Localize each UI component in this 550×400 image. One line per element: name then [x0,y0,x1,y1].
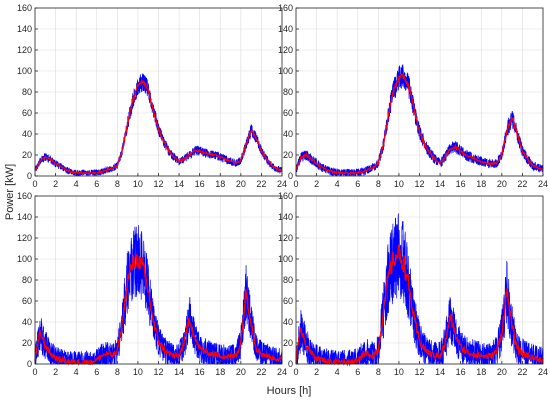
x-tick-label: 0 [32,367,37,377]
panel-top-left: 0 2 4 6 8 10 12 14 16 18 20 22 240204060801001201401… [17,3,287,189]
y-tick-label: 120 [17,233,32,243]
y-tick-label: 60 [283,108,293,118]
x-tick-label: 18 [476,179,486,189]
x-tick-label: 16 [456,367,466,377]
x-tick-label: 14 [174,179,184,189]
y-axis-label: Power [kW] [4,164,16,220]
y-tick-label: 80 [22,275,32,285]
series-mean [34,79,283,175]
x-tick-label: 24 [277,179,287,189]
x-tick-label: 0 [293,367,298,377]
series-envelope-2 [34,233,283,366]
y-tick-label: 20 [283,338,293,348]
x-tick-label: 0 [32,179,37,189]
x-tick-label: 20 [497,179,507,189]
panel-top-right: 0 2 4 6 8 10 12 14 16 18 20 22 240204060801001201401… [278,3,548,189]
y-tick-label: 0 [27,171,32,181]
y-tick-label: 80 [22,87,32,97]
x-tick-label: 24 [538,367,548,377]
x-tick-label: 6 [355,179,360,189]
x-tick-label: 18 [215,367,225,377]
y-tick-label: 0 [288,171,293,181]
y-tick-label: 160 [278,3,293,13]
x-tick-label: 14 [435,367,445,377]
x-tick-label: 16 [195,367,205,377]
x-tick-label: 0 [293,179,298,189]
y-tick-label: 80 [283,87,293,97]
y-tick-label: 20 [22,338,32,348]
y-tick-label: 160 [278,191,293,201]
x-tick-label: 6 [355,367,360,377]
x-tick-label: 6 [94,179,99,189]
x-tick-label: 8 [376,179,381,189]
y-tick-label: 140 [278,24,293,34]
x-tick-label: 14 [435,179,445,189]
y-tick-label: 140 [17,24,32,34]
x-tick-label: 12 [153,367,163,377]
panels: 0 2 4 6 8 10 12 14 16 18 20 22 240204060801001201401… [17,3,548,377]
y-tick-label: 100 [17,66,32,76]
x-tick-label: 20 [497,367,507,377]
y-tick-label: 60 [22,108,32,118]
x-tick-label: 6 [94,367,99,377]
x-tick-label: 10 [394,179,404,189]
x-tick-label: 12 [414,367,424,377]
y-tick-label: 20 [22,150,32,160]
x-tick-label: 24 [538,179,548,189]
y-tick-label: 160 [17,3,32,13]
x-tick-label: 4 [335,367,340,377]
y-tick-label: 120 [278,45,293,55]
y-tick-label: 160 [17,191,32,201]
x-tick-label: 2 [53,367,58,377]
y-tick-label: 140 [17,212,32,222]
x-tick-label: 24 [277,367,287,377]
x-tick-label: 16 [456,179,466,189]
y-tick-label: 100 [17,254,32,264]
y-tick-label: 80 [283,275,293,285]
panel-bottom-right: 0 2 4 6 8 10 12 14 16 18 20 22 240204060801001201401… [278,191,548,377]
y-tick-label: 40 [283,317,293,327]
y-tick-label: 60 [283,296,293,306]
x-tick-label: 10 [133,367,143,377]
x-tick-label: 18 [476,367,486,377]
x-tick-label: 14 [174,367,184,377]
y-tick-label: 40 [22,129,32,139]
y-tick-label: 120 [17,45,32,55]
x-tick-label: 2 [314,179,319,189]
x-tick-label: 22 [517,179,527,189]
x-tick-label: 8 [376,367,381,377]
series-mean [295,244,544,367]
x-axis-label: Hours [h] [267,385,312,397]
y-tick-label: 40 [22,317,32,327]
x-tick-label: 2 [314,367,319,377]
y-tick-label: 0 [27,359,32,369]
x-tick-label: 4 [74,179,79,189]
x-tick-label: 12 [153,179,163,189]
x-tick-label: 22 [256,367,266,377]
x-tick-label: 16 [195,179,205,189]
x-tick-label: 10 [394,367,404,377]
x-tick-label: 22 [517,367,527,377]
y-tick-label: 40 [283,129,293,139]
panel-bottom-left: 0 2 4 6 8 10 12 14 16 18 20 22 240204060801001201401… [17,191,287,377]
y-tick-label: 100 [278,66,293,76]
y-tick-label: 120 [278,233,293,243]
x-tick-label: 18 [215,179,225,189]
x-tick-label: 4 [335,179,340,189]
x-tick-label: 12 [414,179,424,189]
x-tick-label: 2 [53,179,58,189]
x-tick-label: 8 [115,367,120,377]
y-tick-label: 60 [22,296,32,306]
y-tick-label: 20 [283,150,293,160]
x-tick-label: 4 [74,367,79,377]
y-tick-label: 140 [278,212,293,222]
x-tick-label: 20 [236,179,246,189]
x-tick-label: 20 [236,367,246,377]
x-tick-label: 22 [256,179,266,189]
x-tick-label: 10 [133,179,143,189]
y-tick-label: 0 [288,359,293,369]
y-tick-label: 100 [278,254,293,264]
x-tick-label: 8 [115,179,120,189]
